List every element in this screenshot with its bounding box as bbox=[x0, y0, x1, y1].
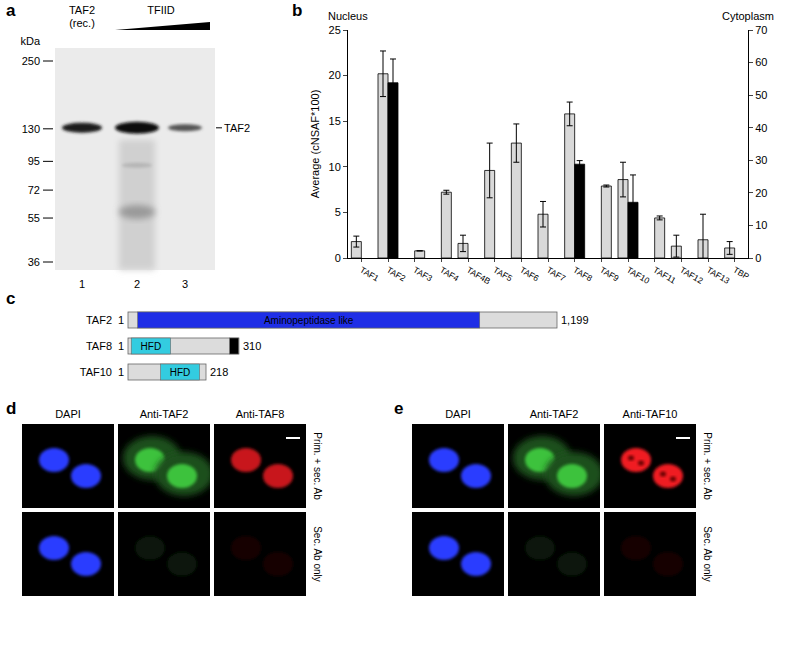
svg-text:TAF5: TAF5 bbox=[492, 265, 515, 284]
svg-text:218: 218 bbox=[210, 366, 228, 378]
svg-text:TAF8: TAF8 bbox=[572, 265, 595, 284]
svg-text:TAF9: TAF9 bbox=[598, 265, 621, 284]
svg-text:a: a bbox=[6, 1, 16, 20]
svg-text:310: 310 bbox=[243, 340, 261, 352]
svg-text:TAF3: TAF3 bbox=[412, 265, 435, 284]
svg-text:10: 10 bbox=[329, 161, 341, 173]
svg-text:TAF2: TAF2 bbox=[224, 122, 250, 134]
svg-text:72: 72 bbox=[28, 184, 40, 196]
svg-text:Sec. Ab only: Sec. Ab only bbox=[312, 526, 323, 582]
svg-text:Prim. + sec. Ab: Prim. + sec. Ab bbox=[312, 432, 323, 500]
svg-text:Average (cNSAF*100): Average (cNSAF*100) bbox=[309, 90, 321, 199]
svg-text:1: 1 bbox=[118, 340, 124, 352]
svg-text:20: 20 bbox=[329, 69, 341, 81]
svg-text:0: 0 bbox=[335, 252, 341, 264]
svg-text:DAPI: DAPI bbox=[55, 408, 81, 420]
svg-text:kDa: kDa bbox=[20, 35, 40, 47]
svg-text:TAF7: TAF7 bbox=[545, 265, 568, 284]
svg-text:1,199: 1,199 bbox=[561, 314, 589, 326]
svg-text:b: b bbox=[292, 1, 302, 20]
svg-text:TAF12: TAF12 bbox=[678, 265, 705, 286]
svg-text:25: 25 bbox=[329, 24, 341, 36]
svg-text:50: 50 bbox=[755, 89, 767, 101]
svg-text:HFD: HFD bbox=[141, 341, 162, 352]
svg-text:95: 95 bbox=[28, 155, 40, 167]
svg-text:TAF13: TAF13 bbox=[705, 265, 732, 286]
svg-text:15: 15 bbox=[329, 115, 341, 127]
svg-text:Anti-TAF2: Anti-TAF2 bbox=[530, 408, 579, 420]
svg-text:TAF2: TAF2 bbox=[69, 4, 95, 16]
svg-text:Aminopeptidase like: Aminopeptidase like bbox=[264, 315, 354, 326]
svg-text:250: 250 bbox=[22, 55, 40, 67]
svg-text:Anti-TAF8: Anti-TAF8 bbox=[236, 408, 285, 420]
svg-text:10: 10 bbox=[755, 219, 767, 231]
svg-text:1: 1 bbox=[118, 366, 124, 378]
svg-text:40: 40 bbox=[755, 122, 767, 134]
svg-text:Prim. + sec. Ab: Prim. + sec. Ab bbox=[702, 432, 713, 500]
svg-text:Sec. Ab only: Sec. Ab only bbox=[702, 526, 713, 582]
svg-text:3: 3 bbox=[182, 278, 188, 290]
svg-text:TBP: TBP bbox=[732, 265, 752, 282]
svg-text:Cytoplasm: Cytoplasm bbox=[722, 10, 774, 22]
svg-text:TAF1: TAF1 bbox=[358, 265, 381, 284]
svg-text:1: 1 bbox=[118, 314, 124, 326]
svg-text:TAF2: TAF2 bbox=[86, 314, 112, 326]
svg-text:36: 36 bbox=[28, 256, 40, 268]
svg-text:5: 5 bbox=[335, 206, 341, 218]
svg-text:30: 30 bbox=[755, 154, 767, 166]
svg-text:2: 2 bbox=[134, 278, 140, 290]
svg-text:1: 1 bbox=[79, 278, 85, 290]
svg-text:60: 60 bbox=[755, 56, 767, 68]
svg-text:Anti-TAF10: Anti-TAF10 bbox=[623, 408, 678, 420]
svg-text:TAF4B: TAF4B bbox=[465, 265, 493, 287]
svg-text:d: d bbox=[6, 399, 16, 418]
svg-text:TAF10: TAF10 bbox=[80, 366, 112, 378]
svg-text:TAF8: TAF8 bbox=[86, 340, 112, 352]
svg-text:70: 70 bbox=[755, 24, 767, 36]
svg-text:TAF2: TAF2 bbox=[385, 265, 408, 284]
svg-text:20: 20 bbox=[755, 187, 767, 199]
svg-text:(rec.): (rec.) bbox=[69, 17, 95, 29]
svg-text:e: e bbox=[394, 399, 403, 418]
svg-text:TFIID: TFIID bbox=[147, 4, 175, 16]
svg-text:TAF11: TAF11 bbox=[652, 265, 678, 286]
svg-text:c: c bbox=[6, 289, 15, 308]
svg-text:0: 0 bbox=[755, 252, 761, 264]
svg-text:TAF6: TAF6 bbox=[518, 265, 541, 284]
svg-text:Anti-TAF2: Anti-TAF2 bbox=[140, 408, 189, 420]
svg-text:Nucleus: Nucleus bbox=[328, 10, 368, 22]
svg-text:TAF4: TAF4 bbox=[438, 265, 461, 284]
svg-text:55: 55 bbox=[28, 212, 40, 224]
svg-text:130: 130 bbox=[22, 123, 40, 135]
svg-text:HFD: HFD bbox=[170, 367, 191, 378]
svg-text:DAPI: DAPI bbox=[445, 408, 471, 420]
svg-text:TAF10: TAF10 bbox=[625, 265, 652, 286]
